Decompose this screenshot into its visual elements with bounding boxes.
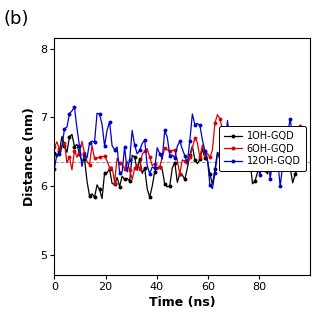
12OH-GQD [113, 148, 116, 152]
12OH-GQD [293, 136, 297, 140]
12OH-GQD [286, 132, 290, 135]
6OH-GQD [113, 180, 116, 184]
6OH-GQD [203, 154, 207, 157]
1OH-GQD [236, 130, 239, 133]
1OH-GQD [103, 171, 107, 175]
1OH-GQD [183, 178, 187, 181]
1OH-GQD [293, 172, 297, 176]
6OH-GQD [301, 132, 305, 136]
12OH-GQD [52, 167, 56, 171]
1OH-GQD [286, 162, 290, 166]
1OH-GQD [52, 152, 56, 156]
12OH-GQD [301, 168, 305, 172]
1OH-GQD [100, 196, 104, 200]
6OH-GQD [183, 160, 187, 164]
X-axis label: Time (ns): Time (ns) [149, 296, 216, 309]
Line: 6OH-GQD: 6OH-GQD [53, 113, 304, 184]
6OH-GQD [215, 113, 219, 116]
12OH-GQD [183, 154, 187, 158]
1OH-GQD [203, 156, 207, 160]
12OH-GQD [203, 149, 207, 153]
Y-axis label: Distance (nm): Distance (nm) [23, 108, 36, 206]
12OH-GQD [211, 187, 214, 190]
1OH-GQD [113, 182, 116, 186]
Legend: 1OH-GQD, 6OH-GQD, 12OH-GQD: 1OH-GQD, 6OH-GQD, 12OH-GQD [220, 126, 306, 171]
Line: 12OH-GQD: 12OH-GQD [53, 106, 304, 190]
6OH-GQD [293, 129, 297, 133]
12OH-GQD [73, 105, 76, 109]
6OH-GQD [100, 155, 104, 159]
6OH-GQD [286, 152, 290, 156]
6OH-GQD [52, 145, 56, 149]
Line: 1OH-GQD: 1OH-GQD [53, 130, 304, 200]
12OH-GQD [103, 144, 107, 148]
1OH-GQD [301, 166, 305, 170]
6OH-GQD [110, 165, 114, 169]
Text: (b): (b) [3, 10, 29, 28]
